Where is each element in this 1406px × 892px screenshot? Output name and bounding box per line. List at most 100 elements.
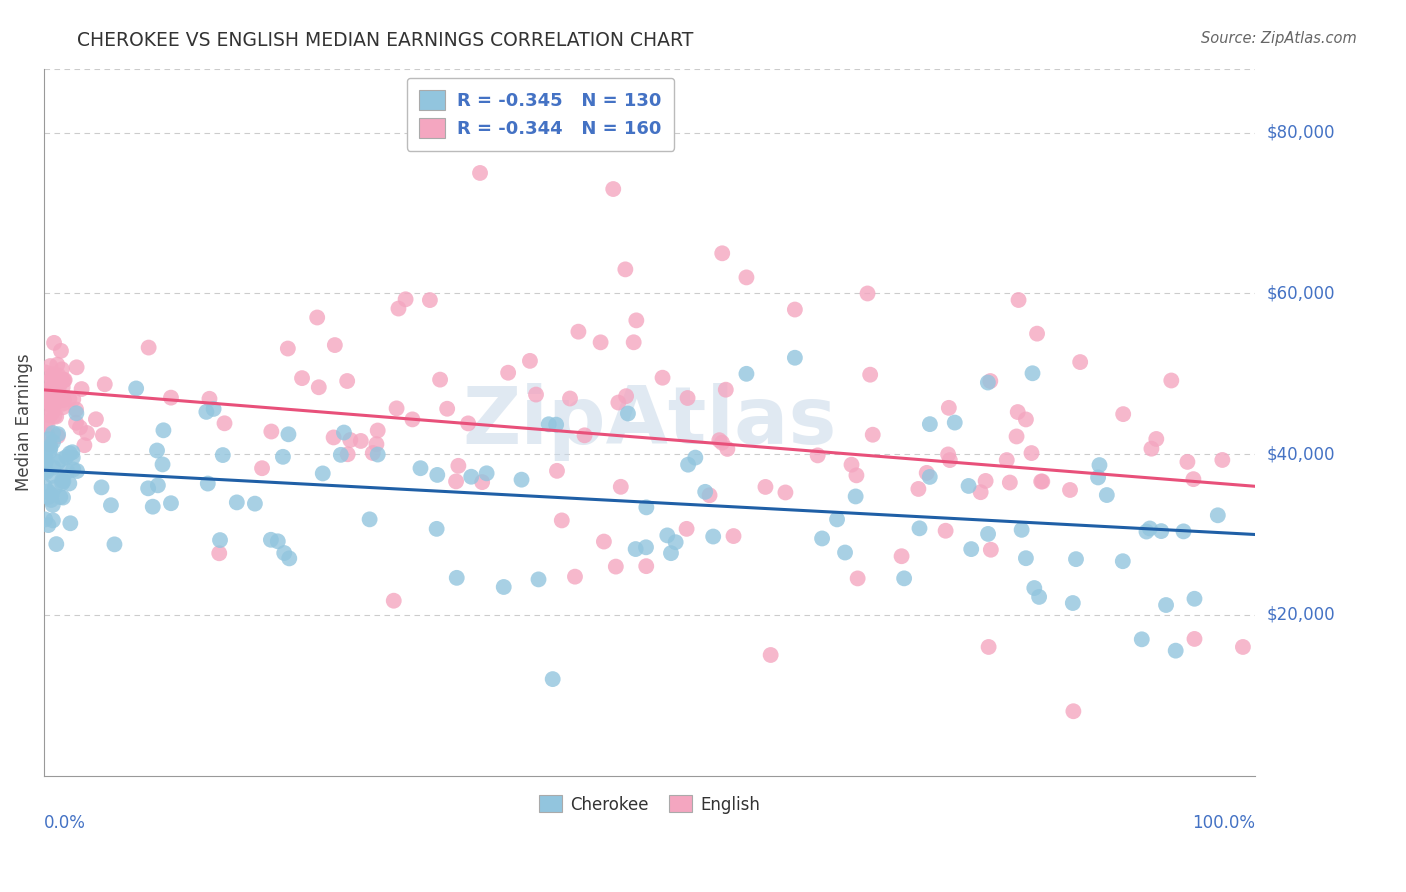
Point [38,397,60,411]
Point [811,532,834,546]
Point [735,367,758,381]
Point [759,648,782,662]
Point [45,395,67,409]
Point [350,434,373,448]
Point [496,366,519,380]
Point [52,491,75,505]
Point [426,467,449,482]
Point [675,522,697,536]
Point [574,428,596,442]
Text: $80,000: $80,000 [1267,124,1334,142]
Point [634,541,657,555]
Point [1135,524,1157,539]
Point [1211,453,1233,467]
Point [34,512,56,526]
Point [537,417,560,432]
Point [42,460,65,475]
Point [41,406,63,420]
Point [624,542,647,557]
Point [60,445,83,459]
Point [41,468,63,483]
Point [291,371,314,385]
Point [52,401,75,415]
Point [202,401,225,416]
Point [62,392,84,407]
Point [614,389,637,403]
Point [1184,632,1206,646]
Point [260,425,283,439]
Point [53,373,76,387]
Point [856,286,879,301]
Point [51,372,73,386]
Point [382,593,405,607]
Point [38,409,60,423]
Point [754,480,776,494]
Point [907,482,929,496]
Point [73,438,96,452]
Point [39,492,62,507]
Point [38,444,60,458]
Point [152,458,174,472]
Point [541,672,564,686]
Point [35,453,58,467]
Point [312,467,335,481]
Point [617,407,640,421]
Point [695,484,717,499]
Point [457,417,479,431]
Point [1007,405,1029,419]
Point [65,416,87,430]
Point [336,374,359,388]
Point [834,545,856,559]
Point [636,559,658,574]
Point [558,392,581,406]
Point [48,372,70,386]
Point [614,262,637,277]
Point [34,365,56,379]
Point [38,386,60,401]
Point [62,462,84,476]
Point [723,529,745,543]
Point [34,464,56,478]
Point [607,395,630,409]
Point [211,448,233,462]
Point [918,417,941,431]
Point [1232,640,1254,654]
Point [41,395,63,409]
Point [42,426,65,441]
Point [657,528,679,542]
Point [1112,407,1135,421]
Point [38,437,60,451]
Point [273,546,295,560]
Point [593,534,616,549]
Point [267,534,290,549]
Point [39,442,62,456]
Point [39,439,62,453]
Point [70,382,93,396]
Point [492,580,515,594]
Point [551,513,574,527]
Point [1064,552,1087,566]
Point [322,430,344,444]
Point [37,418,59,433]
Point [1015,551,1038,566]
Point [55,450,77,464]
Point [225,495,247,509]
Point [37,490,59,504]
Point [52,373,75,387]
Point [56,465,79,479]
Point [42,379,65,393]
Point [52,474,75,488]
Point [160,496,183,510]
Point [198,392,221,406]
Point [1095,488,1118,502]
Point [34,446,56,460]
Point [626,313,648,327]
Point [1139,521,1161,535]
Point [385,401,408,416]
Point [960,542,983,557]
Point [152,423,174,437]
Point [65,402,87,417]
Point [41,372,63,386]
Point [1015,412,1038,426]
Point [329,448,352,462]
